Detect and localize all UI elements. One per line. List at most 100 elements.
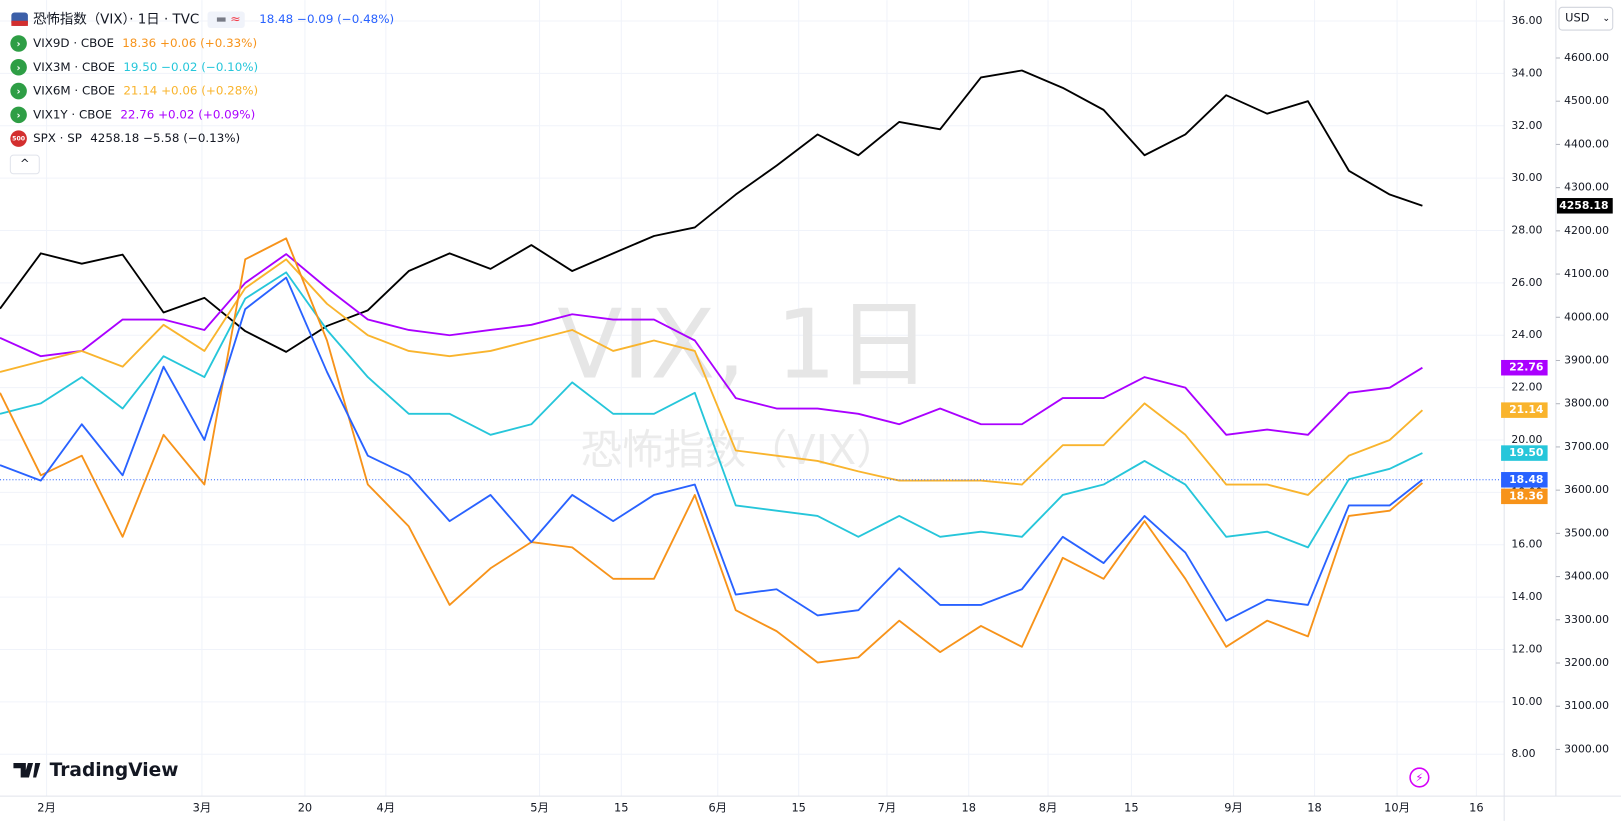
y-tick-label: 34.00	[1511, 66, 1542, 79]
legend-icon-label: 500	[12, 136, 26, 143]
x-tick-label: 20	[298, 801, 312, 815]
legend-name[interactable]: VIX3M · CBOE	[33, 60, 115, 74]
y2-tick-label: 3400.00	[1564, 570, 1609, 583]
collapse-button[interactable]	[9, 154, 40, 175]
y-tick-label: 16.00	[1511, 538, 1542, 551]
legend-quote: 21.14 +0.06 (+0.28%)	[123, 84, 258, 98]
y-tick-label: 30.00	[1511, 171, 1542, 184]
legend-quote: 4258.18 −5.58 (−0.13%)	[90, 131, 240, 145]
dropdown-arrow: ⌄	[1602, 13, 1610, 24]
x-tick-label: 2月	[37, 801, 56, 815]
x-tick-label: 4月	[377, 801, 396, 815]
y-tick-label: 12.00	[1511, 642, 1542, 655]
legend-toggle-icon[interactable]: ≈	[230, 11, 240, 26]
series-line	[0, 271, 1423, 549]
last-value-label: 22.76	[1509, 361, 1543, 374]
x-tick-label: 15	[614, 801, 628, 815]
y2-tick-label: 3000.00	[1564, 742, 1609, 755]
watermark-sub: 恐怖指数（VIX）	[581, 426, 898, 474]
series-line	[0, 237, 1424, 664]
legend-toggle-icon[interactable]: ▬	[216, 12, 227, 26]
x-tick-label: 10月	[1384, 801, 1410, 815]
x-tick-label: 18	[961, 801, 975, 815]
series-line	[0, 253, 1423, 436]
x-tick-label: 5月	[530, 801, 549, 815]
plot	[0, 69, 1505, 664]
legend-name[interactable]: VIX6M · CBOE	[33, 84, 115, 98]
y2-tick-label: 4100.00	[1564, 267, 1609, 280]
y2-tick-label: 3600.00	[1564, 483, 1609, 496]
legend-icon	[10, 130, 27, 147]
last-value-label: 4258.18	[1559, 199, 1608, 212]
last-value-tag	[1501, 445, 1548, 461]
logo: TradingView	[13, 760, 178, 781]
y-tick-label: 20.00	[1511, 433, 1542, 446]
y2-tick-label: 4600.00	[1564, 51, 1609, 64]
y2-tick-label: 3100.00	[1564, 699, 1609, 712]
legend-name[interactable]: VIX9D · CBOE	[33, 36, 114, 50]
legend-quote: 18.48 −0.09 (−0.48%)	[259, 12, 394, 26]
x-tick-label: 8月	[1039, 801, 1058, 815]
legend-icon-arrow: ›	[17, 63, 21, 74]
last-value-tag	[1501, 359, 1548, 376]
legend-quote: 18.36 +0.06 (+0.33%)	[122, 36, 257, 50]
collapse-icon[interactable]: ^	[20, 156, 30, 170]
x-tick-label: 16	[1469, 801, 1483, 815]
y2-tick-label: 4200.00	[1564, 224, 1609, 237]
legend-quote: 19.50 −0.02 (−0.10%)	[123, 60, 258, 74]
y2-tick-label: 4000.00	[1564, 310, 1609, 323]
y-tick-label: 24.00	[1511, 328, 1542, 341]
currency[interactable]: USD	[1565, 11, 1590, 25]
legend-icon-arrow: ›	[17, 110, 21, 121]
legend-icon-arrow: ›	[17, 87, 21, 98]
currency-button[interactable]	[1558, 6, 1614, 31]
watermark: VIX, 1日	[557, 290, 931, 400]
legend-name[interactable]: 恐怖指数（VIX）· 1日 · TVC	[33, 11, 199, 28]
lightning-button[interactable]	[1409, 767, 1430, 788]
legend-icon	[10, 106, 27, 124]
legend-toggle[interactable]	[207, 11, 245, 28]
y2-tick-label: 3500.00	[1564, 526, 1609, 539]
y2-tick-label: 4400.00	[1564, 137, 1609, 150]
legend-name[interactable]: SPX · SP	[33, 131, 82, 145]
legend-icon-stripe	[11, 20, 28, 26]
y2-tick-label: 3800.00	[1564, 397, 1609, 410]
logo-mark	[13, 763, 41, 778]
x-tick-label: 3月	[193, 801, 212, 815]
last-value-tag	[1501, 402, 1548, 418]
last-value-label: 18.36	[1509, 489, 1543, 502]
x-tick-label: 7月	[878, 801, 897, 815]
x-tick-label: 6月	[708, 801, 727, 815]
legend-quote: 22.76 +0.02 (+0.09%)	[120, 107, 255, 121]
legend: 恐怖指数（VIX）· 1日 · TVC ▬ ≈18.48 −0.09 (−0.48%…	[10, 11, 394, 147]
y-tick-label: 26.00	[1511, 276, 1542, 289]
y-tick-label: 32.00	[1511, 119, 1542, 132]
x-tick-label: 9月	[1224, 801, 1243, 815]
y2-tick-label: 3700.00	[1564, 440, 1609, 453]
last-value-tag	[1556, 198, 1613, 214]
y-tick-label: 10.00	[1511, 695, 1542, 708]
lightning-icon[interactable]: ⚡	[1415, 771, 1423, 785]
x-tick-label: 15	[791, 801, 805, 815]
y2-tick-label: 3200.00	[1564, 656, 1609, 669]
y-tick-label: 22.00	[1511, 381, 1542, 394]
last-value-label: 18.48	[1509, 473, 1543, 486]
legend-icon-arrow: ›	[17, 39, 21, 50]
x-tick-label: 18	[1307, 801, 1321, 815]
legend-icon	[10, 59, 27, 76]
legend-icon	[10, 82, 27, 100]
last-value-label: 19.50	[1509, 446, 1544, 459]
last-value-tag	[1501, 488, 1548, 505]
legend-name[interactable]: VIX1Y · CBOE	[33, 107, 112, 121]
brand: TradingView	[50, 760, 179, 781]
last-value-tag	[1501, 472, 1548, 488]
last-value-label: 21.14	[1509, 403, 1544, 416]
series-line	[0, 276, 1423, 622]
y2-tick-label: 3900.00	[1564, 353, 1609, 366]
y2-tick-label: 3300.00	[1564, 613, 1609, 626]
y-tick-label: 36.00	[1511, 14, 1542, 27]
y-tick-label: 14.00	[1511, 590, 1542, 603]
y-tick-label: 28.00	[1511, 224, 1542, 237]
